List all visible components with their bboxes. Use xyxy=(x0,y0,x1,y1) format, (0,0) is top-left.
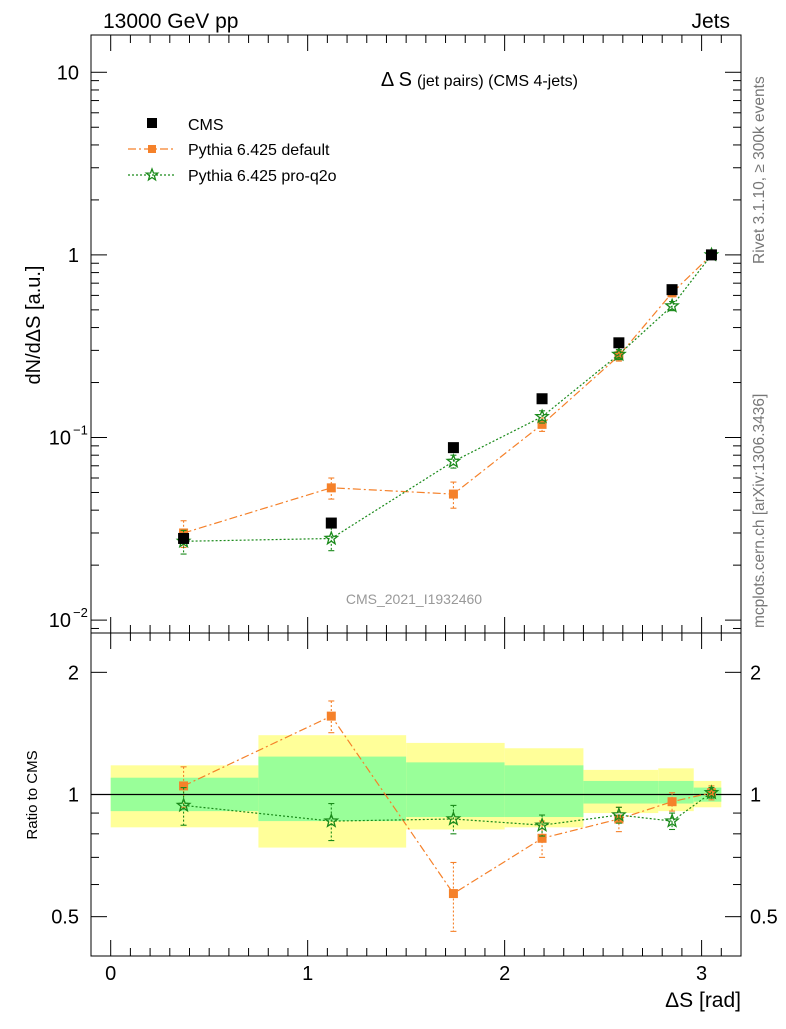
ratio-band-inner xyxy=(658,780,694,804)
legend: CMS Pythia 6.425 default Pythia 6.425 pr… xyxy=(128,117,337,185)
x-tick-label: 3 xyxy=(696,963,707,985)
ratio-pythia-default-point xyxy=(179,781,189,791)
main-cms-point xyxy=(325,517,337,529)
ratio-y-tick-label-left: 2 xyxy=(68,662,79,684)
ratio-y-tick-label-right: 2 xyxy=(750,662,761,684)
ratio-pythia-proq2o-point xyxy=(703,784,720,800)
legend-entry-cms: CMS xyxy=(147,117,224,134)
main-cms-point xyxy=(447,442,459,454)
main-cms-point xyxy=(705,249,717,261)
x-tick-label: 1 xyxy=(302,963,313,985)
ratio-y-axis: 2 2 1 1 0.5 0.5 xyxy=(51,662,778,957)
plot-title: Δ S xyxy=(381,69,412,91)
main-y-axis-label: dN/dΔS [a.u.] xyxy=(23,266,45,385)
legend-star-shape xyxy=(144,167,160,182)
collision-label: 13000 GeV pp xyxy=(103,10,238,33)
main-pythia-proq2o-point xyxy=(664,297,680,313)
main-pythia-proq2o-point xyxy=(445,453,462,469)
main-y-tick-label: 1 xyxy=(68,245,79,267)
main-pythia-default-line xyxy=(183,254,712,534)
main-y-tick-label: 10 xyxy=(57,62,79,84)
ratio-x-axis: 0 1 2 3 xyxy=(105,633,742,985)
legend-label-pythia-default: Pythia 6.425 default xyxy=(188,142,330,159)
main-y-tick-exponent: −1 xyxy=(73,422,88,437)
ratio-plot-area xyxy=(175,700,720,932)
ratio-band-inner xyxy=(406,762,505,818)
main-pythia-default-point xyxy=(614,351,624,361)
x-axis-label: ΔS [rad] xyxy=(665,989,741,1012)
ratio-y-tick-label-right: 1 xyxy=(750,785,761,807)
main-pythia-default-point xyxy=(537,419,547,429)
main-cms-point xyxy=(666,284,678,296)
mcplots-label: mcplots.cern.ch [arXiv:1306.3436] xyxy=(751,394,768,628)
main-cms-point xyxy=(536,393,548,405)
main-plot-area xyxy=(175,246,720,555)
main-cms-point xyxy=(613,337,625,349)
ratio-y-tick-label-right: 0.5 xyxy=(750,907,778,929)
rivet-label: Rivet 3.1.10, ≥ 300k events xyxy=(751,76,768,264)
legend-marker-pythia-default xyxy=(148,145,156,153)
x-tick-label: 2 xyxy=(499,963,510,985)
main-pythia-default-point xyxy=(326,483,336,493)
main-cms-point xyxy=(178,532,190,544)
ratio-pythia-default-point xyxy=(448,889,458,899)
legend-label-pythia-proq2o: Pythia 6.425 pro-q2o xyxy=(188,168,337,185)
plot-title-suffix: (jet pairs) (CMS 4-jets) xyxy=(417,73,578,90)
main-x-axis xyxy=(110,35,742,633)
ratio-pythia-default-point xyxy=(326,711,336,721)
ratio-pythia-default-point xyxy=(537,833,547,843)
main-pythia-proq2o-point xyxy=(323,530,340,546)
main-y-tick-exponent: −2 xyxy=(73,605,88,620)
ratio-pythia-proq2o-point xyxy=(323,812,340,828)
ratio-pythia-default-point xyxy=(667,797,677,807)
legend-marker-cms xyxy=(147,118,157,128)
ratio-pythia-proq2o-point xyxy=(534,816,550,832)
main-pythia-proq2o-line xyxy=(183,254,712,542)
ratio-band-inner xyxy=(258,756,407,822)
ratio-y-tick-label-left: 1 xyxy=(68,785,79,807)
ratio-pythia-default-point xyxy=(614,814,624,824)
main-y-tick-label: 10 xyxy=(49,427,71,449)
process-label: Jets xyxy=(691,10,730,33)
ratio-pythia-proq2o-point xyxy=(445,810,462,826)
ratio-band-inner xyxy=(504,765,584,818)
x-tick-label: 0 xyxy=(105,963,116,985)
legend-marker-pythia-proq2o xyxy=(144,167,160,182)
main-pythia-proq2o-point xyxy=(610,346,627,362)
ratio-pythia-proq2o-point xyxy=(175,797,192,813)
main-pythia-default-point xyxy=(448,489,458,499)
ratio-y-axis-label: Ratio to CMS xyxy=(24,750,41,839)
ratio-pythia-proq2o-point xyxy=(610,806,627,822)
ratio-y-tick-label-left: 0.5 xyxy=(51,907,79,929)
ratio-pythia-proq2o-point xyxy=(664,812,680,828)
ratio-uncertainty-bands xyxy=(110,735,722,848)
legend-entry-pythia-default: Pythia 6.425 default xyxy=(128,142,330,159)
main-pythia-proq2o-point xyxy=(534,408,550,424)
ratio-band-inner xyxy=(583,780,659,804)
legend-label-cms: CMS xyxy=(188,117,224,134)
ratio-panel: 2 2 1 1 0.5 0.5 0 1 2 3 Ratio to CMS ΔS [rad] xyxy=(24,632,778,1012)
analysis-watermark: CMS_2021_I1932460 xyxy=(346,591,482,607)
legend-entry-pythia-proq2o: Pythia 6.425 pro-q2o xyxy=(128,167,337,185)
main-y-tick-label: 10 xyxy=(49,610,71,632)
